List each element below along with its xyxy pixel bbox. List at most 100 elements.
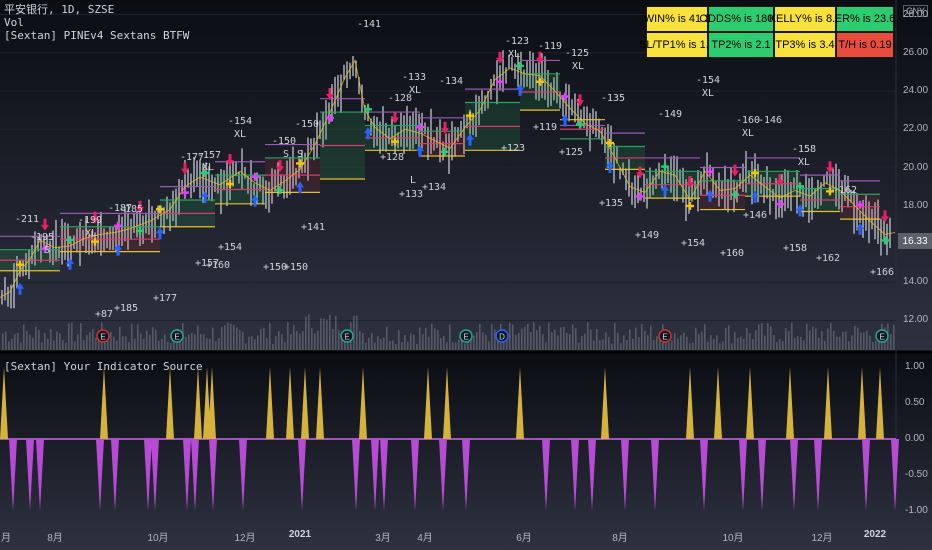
event-badge-label: E (174, 333, 179, 342)
volume-bar (779, 339, 781, 350)
volume-bar (353, 315, 355, 350)
volume-bar (590, 329, 592, 350)
volume-bar (23, 324, 25, 350)
last-price-tag: 16.33 (898, 233, 932, 249)
short-arrow-icon (881, 210, 889, 223)
short-signal-spike (26, 439, 34, 511)
volume-bar (782, 341, 784, 350)
event-badge-icon (340, 329, 354, 343)
trade-label: +149 (635, 230, 659, 241)
volume-bar (851, 335, 853, 350)
volume-bar (215, 341, 217, 350)
volume-bar (59, 333, 61, 350)
price-tick-label: 14.00 (903, 276, 929, 288)
strategy-legend[interactable]: [Sextan] PINEv4 Sextans BTFW (4, 29, 190, 42)
time-tick-label: 10月 (722, 533, 744, 544)
stats-cell: WIN% is 41.3 (644, 6, 710, 32)
volume-bar (50, 329, 52, 350)
long-arrow-icon (516, 83, 524, 96)
volume-bar (209, 338, 211, 350)
volume-bar (734, 332, 736, 350)
volume-bar (740, 336, 742, 350)
volume-bar (419, 327, 421, 350)
volume-bar (416, 343, 418, 350)
trade-label: XL (702, 88, 714, 99)
volume-bar (242, 331, 244, 350)
time-tick-label: 6月 (516, 533, 532, 544)
stats-cell: TP2% is 2.1 (708, 32, 774, 58)
volume-bar (704, 324, 706, 350)
volume-bar (77, 334, 79, 350)
short-arrow-icon (536, 51, 544, 64)
symbol-title[interactable]: 平安银行, 1D, SZSE (4, 3, 115, 16)
long-signal-spike (516, 367, 524, 439)
volume-bar (440, 338, 442, 350)
volume-bar (92, 329, 94, 350)
short-signal-spike (191, 439, 199, 511)
volume-bar (725, 327, 727, 350)
volume-bar (671, 340, 673, 350)
time-tick-label: 8月 (47, 533, 63, 544)
volume-bar (278, 331, 280, 350)
cross-marker-icon (116, 221, 120, 230)
volume-bar (566, 332, 568, 350)
trade-label: -125 (565, 48, 589, 59)
volume-bar (290, 333, 292, 350)
volume-bar (386, 326, 388, 350)
volume-bar (791, 322, 793, 350)
volume-bar (653, 340, 655, 350)
long-signal-spike (858, 367, 866, 439)
trade-label: +160 (206, 260, 230, 271)
volume-bar (626, 339, 628, 350)
volume-bar (413, 334, 415, 350)
volume-bar (863, 332, 865, 350)
trade-label: -146 (758, 115, 782, 126)
trade-label: XL (409, 85, 421, 96)
trade-label: -150 (272, 136, 296, 147)
cross-marker-icon (366, 105, 370, 114)
cross-marker-icon (498, 77, 502, 86)
indicator-title[interactable]: [Sextan] Your Indicator Source (4, 360, 203, 373)
cross-marker-icon (393, 137, 397, 146)
volume-bar (245, 343, 247, 350)
currency-badge[interactable]: CNY (903, 5, 929, 17)
trade-label: -185 (119, 204, 143, 215)
volume-bar (431, 323, 433, 350)
volume-bar (449, 324, 451, 350)
trade-label: S (44, 245, 50, 256)
volume-bar (680, 335, 682, 350)
volume-bar (323, 318, 325, 350)
volume-bar (260, 328, 262, 350)
volume-bar (320, 318, 322, 350)
volume-bar (71, 322, 73, 350)
trade-label: -128 (388, 93, 412, 104)
short-arrow-icon (441, 121, 449, 134)
volume-bar (764, 335, 766, 350)
short-signal-spike (700, 439, 708, 511)
cross-marker-icon (828, 187, 832, 196)
volume-bar (809, 330, 811, 350)
volume-bar (482, 332, 484, 350)
volume-bar (11, 338, 13, 350)
volume-bar (365, 342, 367, 350)
volume-legend[interactable]: Vol (4, 16, 24, 29)
volume-bar (497, 333, 499, 350)
volume-bar (407, 341, 409, 350)
stats-table: WIN% is 41.3 ODDS% is 180.9 KELLY% is 8.9 E… (639, 6, 895, 58)
volume-bar (74, 341, 76, 350)
price-tick-label: 24.00 (903, 85, 929, 97)
volume-bar (62, 340, 64, 350)
volume-bar (716, 335, 718, 350)
trade-label: -133 (402, 72, 426, 83)
volume-bar (644, 330, 646, 350)
volume-bar (425, 327, 427, 350)
cross-marker-icon (468, 111, 472, 120)
event-badge-icon (495, 329, 509, 343)
volume-bar (155, 329, 157, 350)
short-signal-spike (462, 439, 470, 511)
volume-bar (821, 331, 823, 350)
indicator-legend: [Sextan] Your Indicator Source (4, 360, 203, 373)
cross-marker-icon (663, 162, 667, 171)
